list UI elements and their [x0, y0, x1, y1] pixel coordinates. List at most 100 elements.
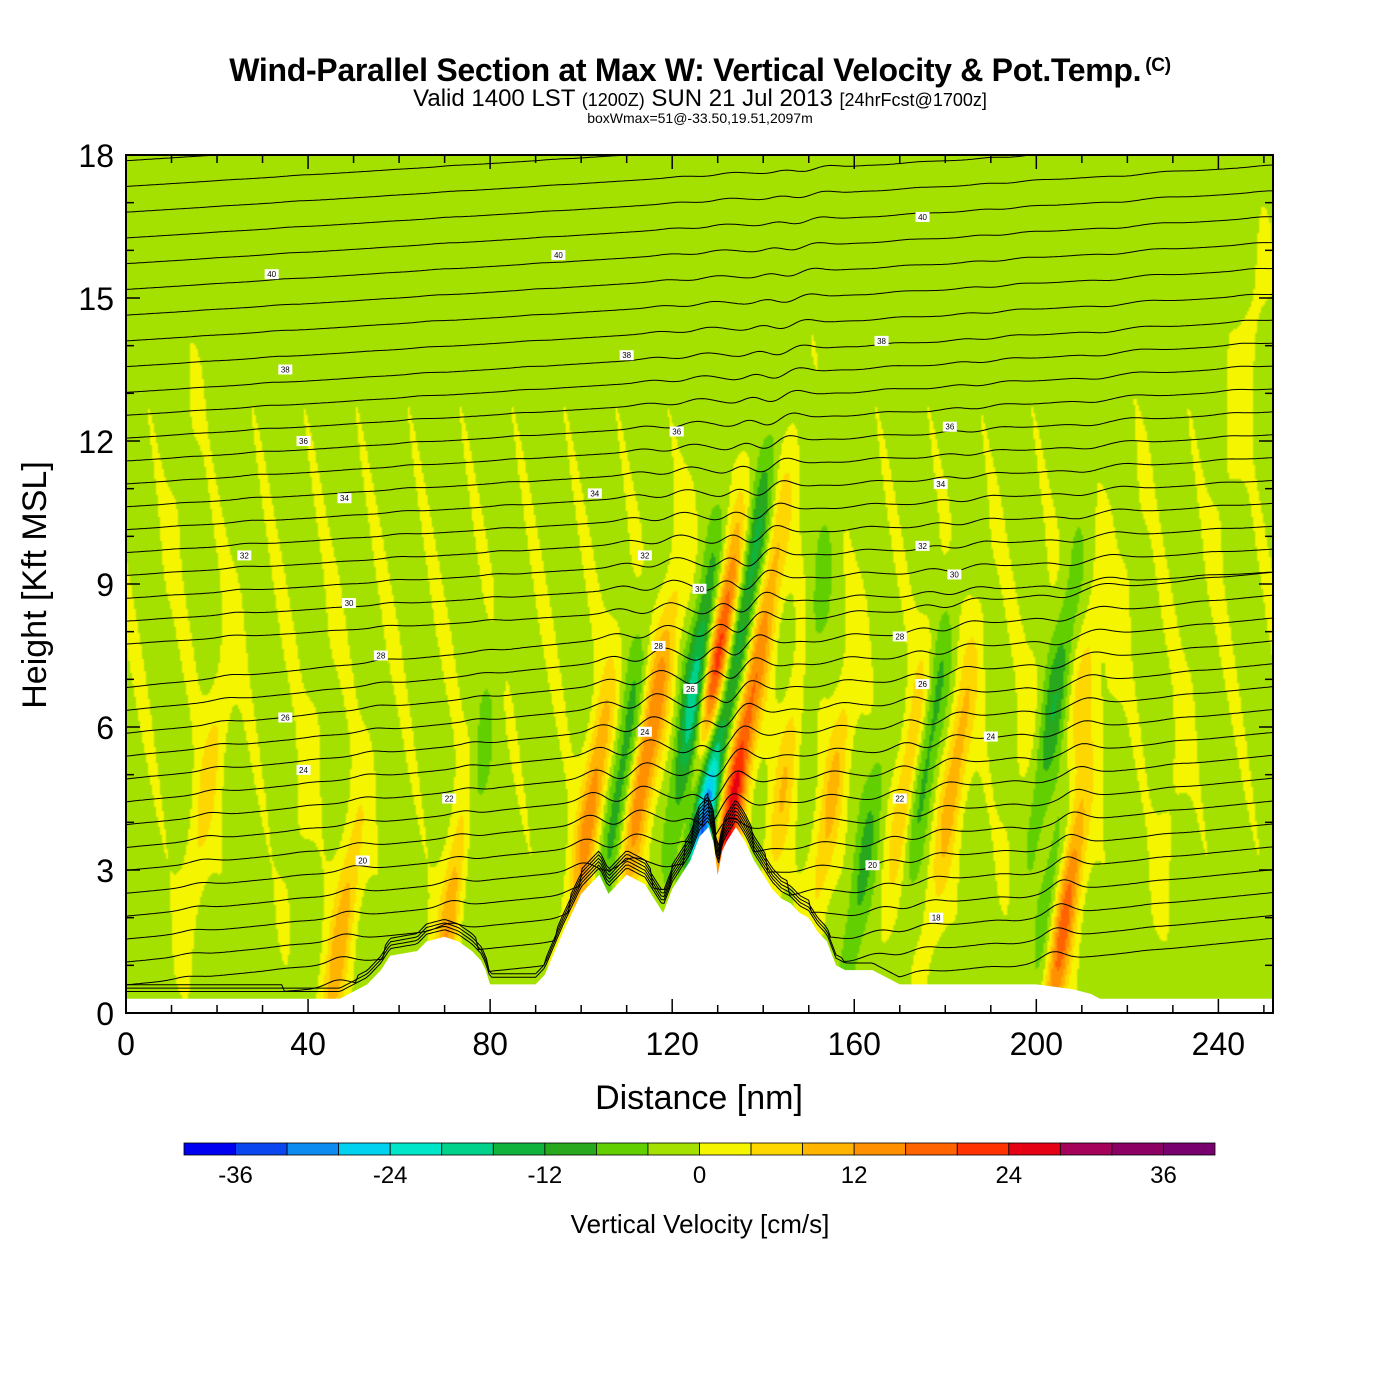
isotherm-label-box: [355, 855, 370, 866]
isotherm-line: [126, 155, 223, 162]
isotherm-line: [126, 155, 1034, 213]
valid-date: SUN 21 Jul 2013: [651, 85, 833, 112]
isotherm-label-box: [929, 912, 944, 923]
colorbar-bin: [441, 1142, 494, 1156]
isotherm-label: 26: [281, 713, 290, 722]
isotherm-line: [126, 816, 1273, 989]
isotherm-line: [126, 365, 1273, 439]
y-tick-label: 9: [96, 567, 114, 603]
isotherm-label: 38: [281, 366, 290, 375]
isotherm-label: 36: [672, 427, 681, 436]
colorbar-title: Vertical Velocity [cm/s]: [571, 1209, 830, 1239]
isotherm-line: [126, 820, 1273, 992]
isotherm-label-box: [296, 764, 311, 775]
isotherm-label: 36: [945, 423, 954, 432]
isotherm-label: 18: [932, 914, 941, 923]
colorbar-tick-label: 12: [841, 1162, 868, 1189]
colorbar-tick-label: 24: [995, 1162, 1022, 1189]
isotherm-label: 28: [376, 652, 385, 661]
isotherm-label-box: [264, 269, 279, 280]
y-tick-label: 12: [78, 424, 114, 460]
colorbar-bin: [338, 1142, 391, 1156]
isotherm-label: 40: [918, 213, 927, 222]
colorbar-bin: [1111, 1142, 1164, 1156]
isotherm-line: [126, 617, 1273, 734]
chart-title-text: Wind-Parallel Section at Max W: Vertical…: [229, 52, 1142, 88]
isotherm-label: 26: [918, 680, 927, 689]
isotherm-label-box: [865, 860, 880, 871]
colorbar: -36 -24 -12 0 12 24 36 Vertical Velocity [cm/s…: [183, 1142, 1216, 1239]
isotherm-label: 34: [340, 494, 349, 503]
isotherm-line: [126, 640, 1273, 757]
box-info: boxWmax=51@-33.50,19.51,2097m: [587, 110, 813, 126]
x-axis-title: Distance [nm]: [595, 1079, 803, 1117]
isotherm-label-box: [296, 436, 311, 446]
isotherm-label-box: [692, 583, 707, 594]
forecast-info: [24hrFcst@1700z]: [839, 90, 987, 110]
isotherm-label: 30: [695, 585, 704, 594]
isotherm-label-box: [373, 650, 388, 661]
isotherm-label-box: [915, 540, 930, 551]
isotherm-label: 30: [345, 599, 354, 608]
isotherm-label: 26: [686, 685, 695, 694]
isotherm-label: 40: [554, 251, 563, 260]
y-tick-label: 6: [96, 710, 114, 746]
colorbar-bin: [853, 1142, 907, 1156]
isotherm-label-box: [892, 793, 907, 804]
isotherm-label-box: [983, 731, 998, 742]
isotherm-label-box: [342, 598, 357, 609]
isotherm-label: 38: [622, 351, 631, 360]
isotherm-label-box: [933, 478, 948, 489]
isotherm-label-box: [337, 493, 352, 504]
isotherm-line: [126, 268, 1273, 342]
isotherm-line: [126, 571, 1273, 688]
isotherm-label-box: [637, 726, 652, 737]
colorbar-bin: [596, 1142, 649, 1156]
colorbar-bins: [183, 1142, 1216, 1156]
isotherm-line: [126, 663, 1273, 780]
chart-subtitle: Valid 1400 LST (1200Z) SUN 21 Jul 2013 […: [0, 86, 1400, 113]
colorbar-bin: [492, 1142, 546, 1156]
isotherm-label-box: [651, 640, 666, 651]
isotherm-line: [126, 411, 1273, 485]
colorbar-bin: [956, 1142, 1010, 1156]
x-axis: 0 40 80 120 160 200 240: [117, 155, 1265, 1062]
isotherm-line: [126, 293, 1273, 368]
isotherm-label-box: [278, 364, 293, 375]
y-tick-label: 18: [78, 138, 114, 174]
isotherm-label: 38: [877, 337, 886, 346]
colorbar-bin: [183, 1142, 236, 1156]
isotherm-line: [126, 319, 1273, 393]
isotherm-label: 28: [654, 642, 663, 651]
isotherm-line: [126, 216, 1273, 290]
isotherm-label: 36: [299, 437, 308, 446]
isotherm-line: [126, 802, 1273, 940]
terrain: [126, 827, 1273, 1013]
isotherm-label-box: [442, 793, 457, 804]
isotherm-label-box: [683, 683, 698, 694]
theta-isotherms: [126, 155, 1273, 992]
colorbar-tick-label: 36: [1150, 1162, 1177, 1189]
isotherm-label-box: [892, 631, 907, 642]
isotherm-label-box: [637, 550, 652, 561]
x-tick-label: 240: [1192, 1026, 1245, 1062]
isotherm-label: 20: [868, 861, 877, 870]
isotherm-label: 20: [358, 856, 367, 865]
colorbar-tick-label: 0: [693, 1162, 706, 1189]
isotherm-line: [126, 571, 1273, 645]
colorbar-bin: [802, 1142, 855, 1156]
isotherm-line: [126, 806, 1273, 963]
colorbar-tick-label: -12: [528, 1162, 563, 1189]
isotherm-label: 40: [267, 270, 276, 279]
isotherm-line: [126, 388, 1273, 462]
isotherm-label: 24: [299, 766, 308, 775]
isotherm-line: [126, 809, 1273, 986]
isotherm-line: [126, 434, 1273, 508]
isotherm-label: 30: [950, 570, 959, 579]
colorbar-bin: [1008, 1142, 1061, 1156]
isotherm-line: [126, 799, 1273, 917]
colorbar-tick-label: -36: [218, 1162, 253, 1189]
isotherm-line: [126, 502, 1273, 576]
